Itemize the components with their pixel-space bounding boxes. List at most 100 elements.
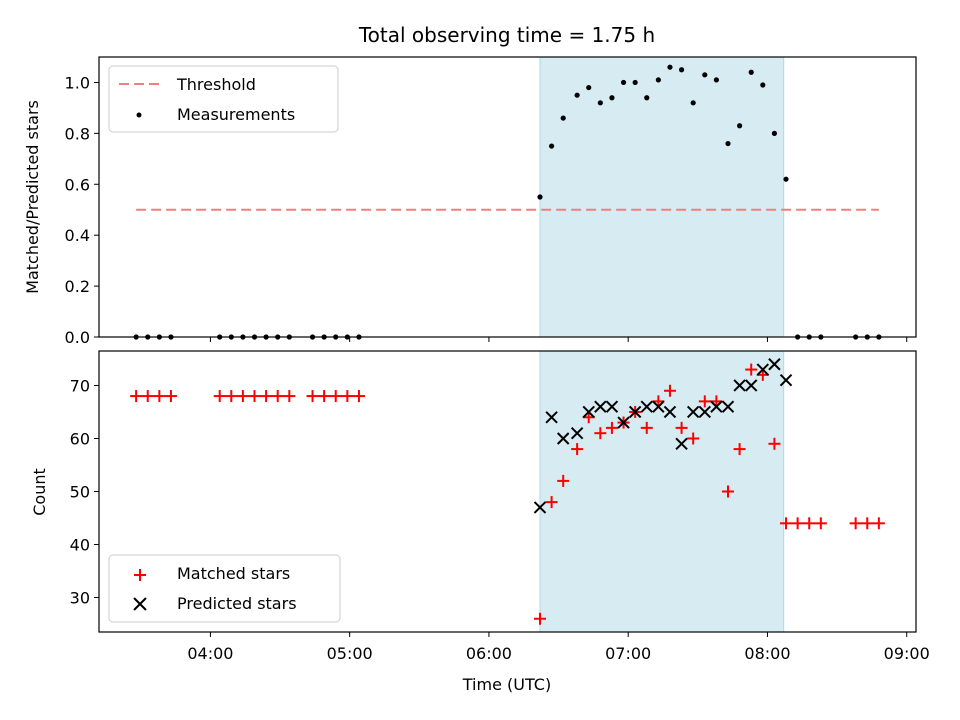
measurement-point bbox=[690, 100, 696, 106]
predicted-star-point bbox=[710, 400, 723, 413]
matched-star-point bbox=[164, 390, 177, 403]
predicted-star-point bbox=[745, 379, 758, 392]
bottom-axes-frame bbox=[98, 350, 917, 633]
matched-star-point bbox=[594, 427, 607, 440]
measurement-point bbox=[760, 82, 766, 88]
top-legend: Threshold Measurements bbox=[108, 65, 339, 133]
predicted-star-point bbox=[721, 400, 735, 413]
matched-star-point bbox=[352, 390, 365, 403]
matched-star-point bbox=[733, 443, 746, 456]
measurement-point bbox=[537, 194, 543, 200]
matched-star-point bbox=[236, 390, 249, 403]
matched-star-point bbox=[545, 496, 558, 509]
y-tick-label: 0.8 bbox=[65, 124, 90, 143]
matched-star-point bbox=[213, 390, 226, 403]
x-tick-label: 06:00 bbox=[466, 644, 512, 663]
matched-star-point bbox=[675, 421, 688, 434]
measurement-point bbox=[748, 69, 754, 75]
matched-star-point bbox=[141, 390, 154, 403]
matched-star-point bbox=[768, 437, 781, 450]
y-tick-label: 30 bbox=[70, 589, 90, 608]
matched-star-point bbox=[533, 612, 546, 625]
matched-star-point bbox=[271, 390, 284, 403]
predicted-star-point bbox=[686, 405, 700, 419]
predicted-star-point bbox=[698, 405, 711, 419]
bottom-x-ticks: 04:00 05:00 06:00 07:00 08:00 09:00 bbox=[187, 632, 930, 663]
y-tick-label: 40 bbox=[70, 536, 90, 555]
predicted-star-point bbox=[582, 405, 595, 419]
predicted-star-point bbox=[733, 379, 746, 392]
predicted-star-point bbox=[628, 405, 642, 419]
top-y-axis-label: Matched/Predicted stars bbox=[23, 100, 42, 294]
x-tick-label: 08:00 bbox=[744, 644, 790, 663]
top-panel: 0.0 0.2 0.4 0.6 0.8 1.0 Matched/Predicted sta… bbox=[23, 56, 917, 347]
measurement-point bbox=[586, 84, 592, 91]
y-tick-label: 1.0 bbox=[65, 73, 90, 92]
legend-measurements-label: Measurements bbox=[177, 105, 295, 124]
figure-title: Total observing time = 1.75 h bbox=[358, 23, 655, 47]
predicted-star-point bbox=[605, 400, 619, 413]
predicted-star-point bbox=[675, 437, 688, 450]
bottom-highlight-span bbox=[539, 350, 785, 633]
measurement-point bbox=[725, 140, 731, 147]
y-tick-label: 70 bbox=[70, 376, 90, 395]
y-tick-label: 0.2 bbox=[65, 277, 90, 296]
y-tick-label: 0.0 bbox=[65, 328, 90, 347]
bottom-y-ticks: 30 40 50 60 70 bbox=[70, 376, 99, 608]
measurement-point bbox=[702, 72, 708, 78]
matched-star-point bbox=[872, 517, 885, 530]
x-tick-label: 05:00 bbox=[327, 644, 373, 663]
top-axes-frame bbox=[98, 56, 917, 338]
predicted-star-points bbox=[533, 358, 793, 514]
legend-matched-swatch bbox=[134, 569, 146, 581]
y-tick-label: 60 bbox=[70, 429, 90, 448]
matched-star-point bbox=[318, 390, 331, 403]
x-tick-label: 09:00 bbox=[884, 644, 930, 663]
predicted-star-point bbox=[652, 400, 665, 413]
matched-star-point bbox=[225, 390, 238, 403]
predicted-star-point bbox=[768, 358, 781, 371]
measurement-points bbox=[133, 64, 882, 340]
matched-star-point bbox=[803, 517, 816, 530]
matched-star-point bbox=[640, 421, 653, 434]
matched-star-point bbox=[780, 517, 793, 530]
measurement-point bbox=[574, 92, 580, 98]
y-tick-label: 50 bbox=[70, 483, 90, 502]
predicted-star-point bbox=[617, 416, 630, 429]
x-tick-label: 04:00 bbox=[187, 644, 233, 663]
predicted-star-point bbox=[545, 411, 558, 424]
top-x-ticks bbox=[209, 337, 908, 342]
predicted-star-point bbox=[663, 405, 677, 419]
measurement-point bbox=[597, 100, 603, 106]
bottom-y-axis-label: Count bbox=[30, 468, 49, 516]
top-highlight-span bbox=[539, 56, 785, 338]
matched-star-points bbox=[130, 363, 885, 625]
legend-predicted-label: Predicted stars bbox=[177, 594, 297, 613]
matched-star-point bbox=[329, 390, 342, 403]
measurement-point bbox=[667, 64, 673, 70]
legend-predicted-swatch bbox=[133, 597, 147, 611]
bottom-panel: 30 40 50 60 70 04:00 05:00 06:00 07:00 08:00 09:0… bbox=[30, 350, 930, 694]
matched-star-point bbox=[698, 395, 711, 408]
bottom-legend-box bbox=[108, 554, 341, 623]
matched-star-point bbox=[663, 384, 676, 397]
matched-star-point bbox=[791, 517, 804, 530]
measurement-point bbox=[548, 143, 555, 149]
measurement-point bbox=[620, 79, 627, 86]
matched-star-point bbox=[557, 474, 570, 487]
measurement-point bbox=[737, 123, 743, 129]
matched-star-point bbox=[861, 517, 874, 530]
predicted-star-point bbox=[570, 426, 584, 440]
x-tick-label: 07:00 bbox=[605, 644, 651, 663]
matched-star-point bbox=[341, 390, 354, 403]
measurement-point bbox=[609, 95, 615, 101]
predicted-star-point bbox=[779, 373, 793, 387]
top-legend-box bbox=[108, 65, 339, 133]
matched-star-point bbox=[260, 390, 273, 403]
measurement-point bbox=[655, 77, 661, 83]
measurement-point bbox=[644, 95, 650, 101]
predicted-star-point bbox=[594, 400, 607, 413]
top-y-ticks: 0.0 0.2 0.4 0.6 0.8 1.0 bbox=[65, 73, 99, 347]
bottom-legend: Matched stars Predicted stars bbox=[108, 554, 341, 623]
